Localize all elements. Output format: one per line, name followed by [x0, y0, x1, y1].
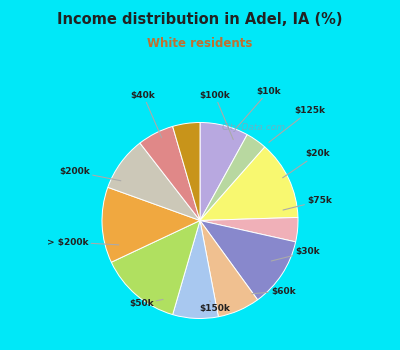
Text: $125k: $125k — [269, 106, 325, 142]
Wedge shape — [111, 220, 200, 315]
Wedge shape — [200, 217, 298, 242]
Text: $100k: $100k — [199, 91, 233, 140]
Text: $60k: $60k — [252, 287, 296, 295]
Wedge shape — [200, 220, 258, 317]
Wedge shape — [200, 122, 247, 220]
Wedge shape — [102, 187, 200, 262]
Wedge shape — [200, 220, 296, 300]
Text: $50k: $50k — [129, 299, 163, 308]
Wedge shape — [200, 135, 265, 220]
Text: $10k: $10k — [236, 87, 281, 128]
Wedge shape — [140, 126, 200, 220]
Text: $75k: $75k — [283, 196, 332, 210]
Text: $200k: $200k — [59, 167, 121, 181]
Text: $150k: $150k — [199, 301, 230, 313]
Text: $20k: $20k — [283, 149, 330, 178]
Wedge shape — [200, 147, 298, 220]
Text: Income distribution in Adel, IA (%): Income distribution in Adel, IA (%) — [57, 12, 343, 27]
Text: City-Data.com: City-Data.com — [222, 123, 286, 132]
Wedge shape — [173, 220, 218, 318]
Text: White residents: White residents — [147, 37, 253, 50]
Wedge shape — [108, 143, 200, 220]
Text: $30k: $30k — [271, 247, 320, 261]
Wedge shape — [173, 122, 200, 220]
Text: > $200k: > $200k — [47, 238, 119, 246]
Text: $40k: $40k — [131, 91, 162, 138]
